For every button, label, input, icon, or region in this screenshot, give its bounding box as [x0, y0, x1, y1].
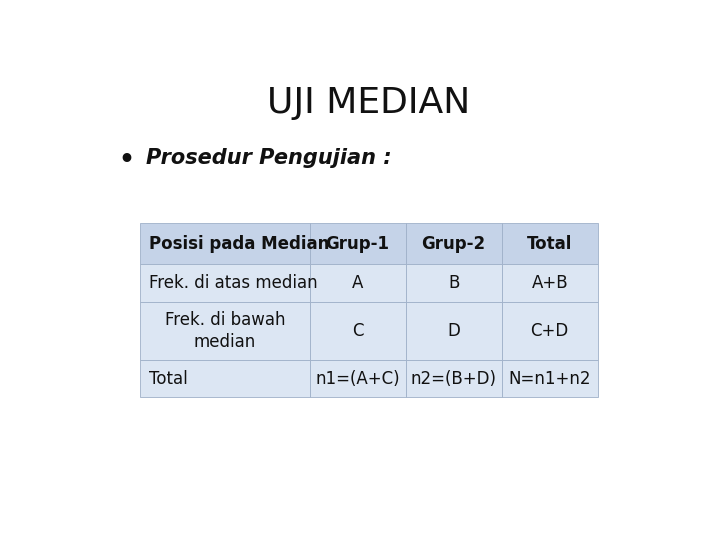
FancyBboxPatch shape [405, 223, 502, 265]
Text: Total: Total [527, 234, 572, 253]
Text: Grup-1: Grup-1 [325, 234, 390, 253]
FancyBboxPatch shape [310, 265, 405, 302]
FancyBboxPatch shape [140, 360, 310, 397]
FancyBboxPatch shape [502, 360, 598, 397]
Text: D: D [447, 322, 460, 340]
Text: Frek. di bawah
median: Frek. di bawah median [165, 311, 285, 351]
Text: UJI MEDIAN: UJI MEDIAN [267, 85, 471, 119]
FancyBboxPatch shape [310, 223, 405, 265]
FancyBboxPatch shape [502, 223, 598, 265]
Text: B: B [448, 274, 459, 292]
FancyBboxPatch shape [140, 302, 310, 360]
FancyBboxPatch shape [405, 302, 502, 360]
FancyBboxPatch shape [502, 302, 598, 360]
Text: •: • [118, 148, 134, 172]
Text: Posisi pada Median: Posisi pada Median [148, 234, 329, 253]
FancyBboxPatch shape [405, 360, 502, 397]
Text: A+B: A+B [531, 274, 568, 292]
Text: Total: Total [148, 370, 187, 388]
Text: n1=(A+C): n1=(A+C) [315, 370, 400, 388]
Text: N=n1+n2: N=n1+n2 [508, 370, 591, 388]
FancyBboxPatch shape [405, 265, 502, 302]
Text: n2=(B+D): n2=(B+D) [410, 370, 497, 388]
FancyBboxPatch shape [310, 360, 405, 397]
Text: A: A [352, 274, 364, 292]
FancyBboxPatch shape [502, 265, 598, 302]
Text: C+D: C+D [531, 322, 569, 340]
FancyBboxPatch shape [140, 223, 310, 265]
Text: Frek. di atas median: Frek. di atas median [148, 274, 318, 292]
FancyBboxPatch shape [310, 302, 405, 360]
Text: C: C [352, 322, 364, 340]
Text: Prosedur Pengujian :: Prosedur Pengujian : [145, 148, 392, 168]
Text: Grup-2: Grup-2 [422, 234, 486, 253]
FancyBboxPatch shape [140, 265, 310, 302]
